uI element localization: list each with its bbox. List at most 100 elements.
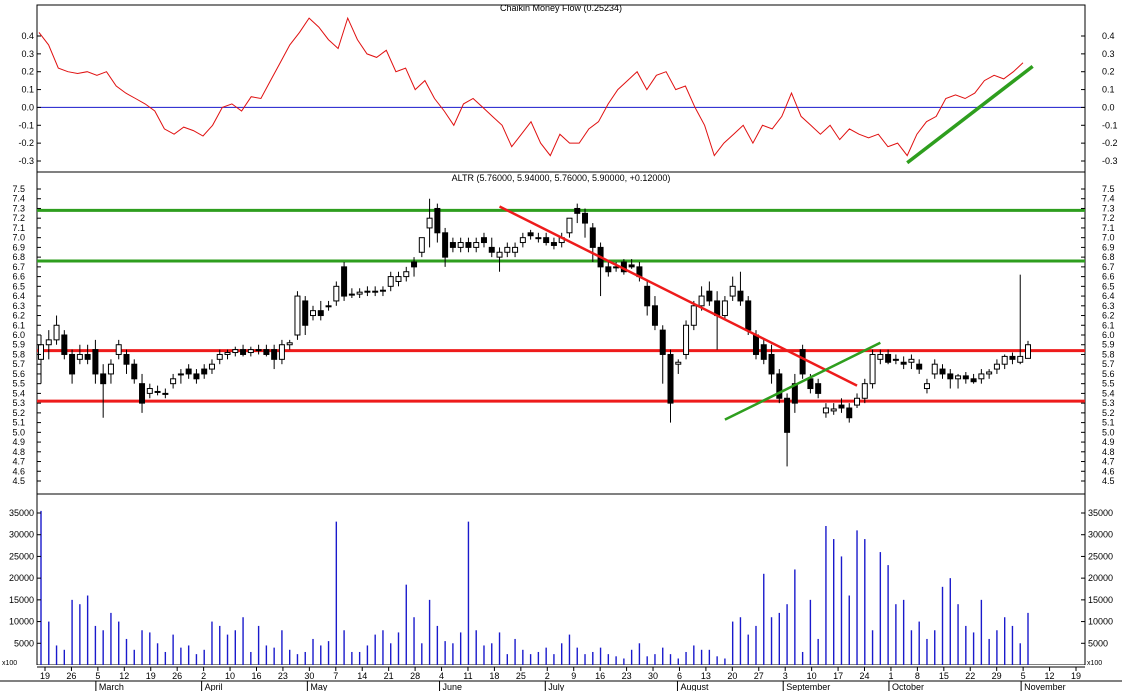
candle-body — [139, 383, 146, 404]
candle-body — [512, 246, 519, 253]
candle-body — [496, 251, 503, 258]
price-tick-label-right: 6.5 — [1102, 281, 1115, 291]
price-tick-label-right: 5.2 — [1102, 408, 1115, 418]
volume-tick-label-right: 30000 — [1088, 530, 1113, 540]
cmf-tick-label-right: 0.2 — [1102, 67, 1115, 77]
cmf-tick-label-left: 0.4 — [21, 31, 34, 41]
month-label: October — [892, 682, 924, 691]
candle-body — [162, 392, 169, 395]
price-tick-label-left: 5.8 — [12, 349, 25, 359]
candle-body — [348, 293, 355, 296]
price-tick-label-right: 5.7 — [1102, 359, 1115, 369]
date-tick-label: 2 — [201, 671, 206, 681]
candle-body — [76, 353, 83, 360]
date-tick-label: 19 — [146, 671, 156, 681]
price-tick-label-right: 4.9 — [1102, 437, 1115, 447]
date-tick-label: 19 — [1071, 671, 1081, 681]
candle-body — [869, 353, 876, 385]
candle-body — [333, 285, 340, 302]
candle-body — [698, 295, 705, 307]
candle-body — [644, 285, 651, 307]
date-tick-label: 10 — [225, 671, 235, 681]
price-tick-label-right: 4.5 — [1102, 476, 1115, 486]
month-label: July — [548, 682, 565, 691]
candle-body — [263, 349, 270, 355]
candle-body — [255, 349, 262, 352]
price-tick-label-left: 4.7 — [12, 457, 25, 467]
date-tick-label: 30 — [304, 671, 314, 681]
date-tick-label: 2 — [545, 671, 550, 681]
price-tick-label-right: 6.1 — [1102, 320, 1115, 330]
price-tick-label-right: 6.3 — [1102, 301, 1115, 311]
candle-body — [465, 242, 472, 248]
candle-body — [535, 237, 542, 240]
candle-body — [131, 363, 138, 380]
candle-body — [745, 300, 752, 331]
date-tick-label: 12 — [1045, 671, 1055, 681]
candle-body — [364, 290, 371, 293]
date-tick-label: 25 — [516, 671, 526, 681]
candle-body — [737, 290, 744, 302]
candle-body — [838, 404, 845, 409]
volume-tick-label-right: 25000 — [1088, 551, 1113, 561]
price-tick-label-left: 5.2 — [12, 408, 25, 418]
candle-body — [916, 363, 923, 370]
date-tick-label: 8 — [915, 671, 920, 681]
price-tick-label-left: 7.3 — [12, 203, 25, 213]
volume-unit-label-left: x100 — [2, 660, 17, 667]
price-tick-label-left: 6.4 — [12, 291, 25, 301]
price-tick-label-left: 5.1 — [12, 418, 25, 428]
candle-body — [628, 264, 635, 268]
candle-body — [854, 397, 861, 406]
candle-body — [434, 207, 441, 234]
candle-body — [574, 207, 581, 214]
price-tick-label-right: 6.2 — [1102, 311, 1115, 321]
price-tick-label-right: 5.9 — [1102, 340, 1115, 350]
candle-body — [706, 290, 713, 302]
volume-tick-label-left: 30000 — [9, 530, 34, 540]
candle-body — [683, 324, 690, 355]
candle-body — [1009, 355, 1016, 360]
price-tick-label-right: 5.6 — [1102, 369, 1115, 379]
candle-body — [61, 334, 68, 355]
date-tick-label: 30 — [648, 671, 658, 681]
candle-body — [170, 378, 177, 385]
date-tick-label: 23 — [622, 671, 632, 681]
price-tick-label-right: 7.2 — [1102, 213, 1115, 223]
volume-tick-label-left: 15000 — [9, 595, 34, 605]
candle-body — [955, 375, 962, 380]
candle-body — [294, 295, 301, 336]
date-tick-label: 21 — [384, 671, 394, 681]
candle-body — [830, 408, 837, 412]
candle-body — [892, 358, 899, 361]
price-tick-label-left: 6.0 — [12, 330, 25, 340]
candle-body — [442, 232, 449, 258]
candle-body — [426, 217, 433, 229]
cmf-tick-label-left: -0.1 — [18, 120, 34, 130]
price-tick-label-right: 6.9 — [1102, 242, 1115, 252]
candle-body — [403, 271, 410, 278]
candle-body — [69, 353, 76, 375]
cmf-tick-label-left: -0.2 — [18, 138, 34, 148]
price-tick-label-left: 4.8 — [12, 447, 25, 457]
price-tick-label-left: 4.9 — [12, 437, 25, 447]
candle-body — [885, 353, 892, 363]
price-tick-label-left: 5.7 — [12, 359, 25, 369]
candle-body — [185, 368, 192, 375]
candle-body — [325, 305, 332, 308]
candle-body — [667, 353, 674, 404]
candle-body — [84, 353, 91, 360]
candle-body — [247, 349, 254, 354]
price-title: ALTR (5.76000, 5.94000, 5.76000, 5.90000… — [452, 173, 671, 183]
candle-body — [993, 363, 1000, 370]
price-tick-label-left: 4.5 — [12, 476, 25, 486]
candle-body — [791, 383, 798, 404]
candle-body — [53, 324, 60, 341]
candle-body — [861, 383, 868, 399]
cmf-tick-label-left: -0.3 — [18, 156, 34, 166]
price-tick-label-left: 7.0 — [12, 233, 25, 243]
date-tick-label: 10 — [807, 671, 817, 681]
candle-body — [115, 344, 122, 355]
